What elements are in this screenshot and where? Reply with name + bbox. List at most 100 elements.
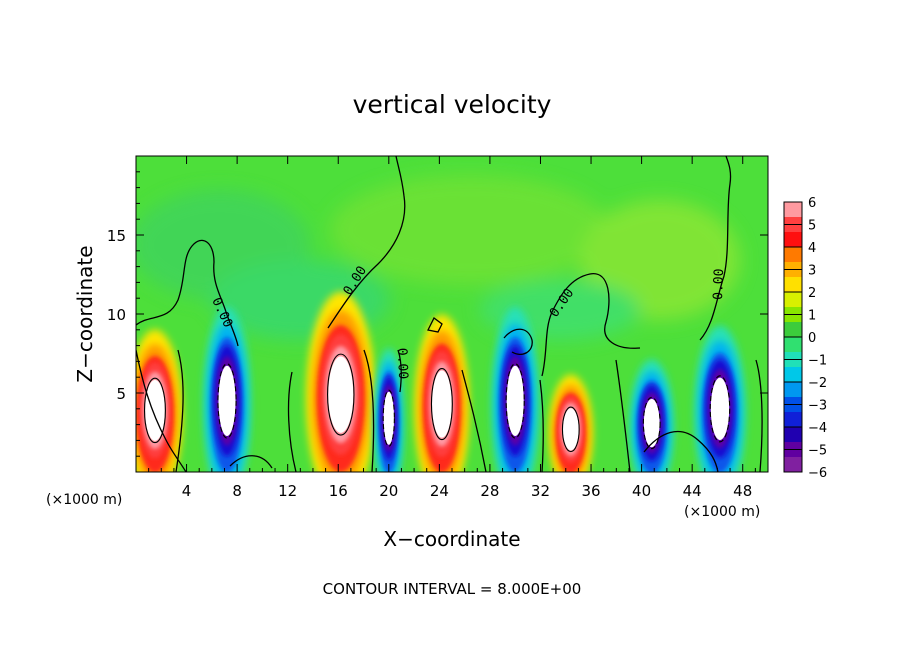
zero-contour-line (287, 371, 297, 472)
x-tick-label: 16 (329, 482, 348, 500)
zero-contours (136, 156, 763, 472)
colorbar: 6 5 4 3 2 1 0 −1 −2 −3 −4 −5 −6 (783, 196, 827, 481)
x-tick-label: 24 (430, 482, 449, 500)
cell-contour (642, 396, 661, 450)
colorbar-swatch (784, 412, 802, 428)
cell-contour (382, 389, 395, 447)
x-tick-label: 40 (632, 482, 651, 500)
cell-band (218, 365, 236, 437)
zero-contour-line (136, 239, 239, 347)
velocity-cells (136, 291, 746, 472)
colorbar-swatch (784, 457, 802, 473)
cell-band (562, 408, 579, 451)
colorbar-swatch (784, 247, 802, 263)
colorbar-swatch (784, 427, 802, 443)
x-tick-label: 44 (683, 482, 702, 500)
x-tick-label: 8 (232, 482, 242, 500)
y-tick-label: 10 (107, 306, 126, 324)
x-tick-label: 36 (581, 482, 600, 500)
contour-label: 0.00 (711, 268, 727, 300)
chart-title: vertical velocity (353, 90, 552, 119)
x-tick-label: 20 (379, 482, 398, 500)
zero-contour-line (136, 349, 187, 472)
y-tick-label: 5 (116, 385, 126, 403)
zero-contour-line (755, 359, 763, 472)
x-tick-label: 4 (182, 482, 192, 500)
cell-contour (217, 363, 237, 439)
cell-band (432, 370, 452, 438)
cell-contour (709, 375, 731, 443)
colorbar-swatch (784, 292, 802, 308)
downdraft-cell (203, 306, 251, 472)
cell-band (145, 379, 165, 441)
cell-contour (505, 363, 525, 439)
cell-contour (327, 353, 355, 436)
colorbar-swatch (784, 232, 802, 248)
colorbar-swatch (784, 367, 802, 383)
colorbar-tick-label: 5 (808, 219, 816, 234)
cell-contour (561, 406, 580, 453)
updraft-cell (136, 329, 183, 472)
zero-contour-line (175, 349, 184, 472)
cell-band (506, 365, 524, 437)
colorbar-tick-label: 1 (808, 309, 816, 324)
cell-contour (143, 377, 166, 444)
y-tick-label: 15 (107, 227, 126, 245)
cell-band (383, 391, 395, 445)
upper-field-shading (136, 175, 740, 340)
x-tick-label: 32 (531, 482, 550, 500)
zero-contour-line (699, 156, 732, 341)
colorbar-tick-label: 6 (808, 196, 816, 211)
inner-contours (143, 353, 731, 453)
colorbar-swatch (784, 382, 802, 398)
colorbar-tick-label: 4 (808, 241, 816, 256)
zero-contour-line (229, 455, 273, 469)
colorbar-tick-label: −4 (808, 421, 827, 436)
x-tick-label: 28 (480, 482, 499, 500)
colorbar-tick-label: −6 (808, 466, 827, 481)
zero-contour-line (503, 328, 533, 355)
plot-area: 0.00 0.00 0.00 0.00 0.00 (136, 156, 768, 472)
zero-contour-line (363, 349, 375, 472)
zero-contour-line (397, 349, 402, 393)
x-unit-left: (×1000 m) (46, 492, 122, 508)
cell-band (710, 377, 730, 441)
x-tick-label: 12 (278, 482, 297, 500)
zero-contour-line (615, 359, 631, 472)
contour-interval-note: CONTOUR INTERVAL = 8.000E+00 (323, 580, 582, 598)
x-unit-right: (×1000 m) (684, 504, 760, 520)
colorbar-tick-label: −1 (808, 354, 827, 369)
downdraft-cell (374, 348, 404, 472)
x-tick-label: 48 (733, 482, 752, 500)
x-axis-label: X−coordinate (383, 527, 520, 551)
colorbar-swatch (784, 337, 802, 353)
downdraft-cell (629, 359, 674, 472)
colorbar-swatch (784, 322, 802, 338)
zero-contour-line (461, 369, 487, 472)
zero-contour-line (643, 430, 719, 472)
downdraft-cell (491, 306, 540, 472)
colorbar-tick-label: 0 (808, 331, 816, 346)
cell-band (643, 398, 660, 448)
cell-band (328, 356, 354, 433)
updraft-cell (305, 291, 376, 472)
colorbar-tick-label: −5 (808, 444, 827, 459)
zero-contour-line (327, 156, 406, 329)
colorbar-swatch (784, 202, 802, 218)
y-axis-label: Z−coordinate (73, 245, 97, 382)
updraft-cell (548, 374, 593, 472)
colorbar-tick-label: −3 (808, 399, 827, 414)
contour-label: 0.00 (394, 348, 410, 380)
downdraft-cell (694, 325, 746, 472)
colorbar-tick-label: 2 (808, 286, 816, 301)
colorbar-tick-label: −2 (808, 376, 827, 391)
cell-contour (430, 368, 453, 441)
colorbar-tick-label: 3 (808, 264, 816, 279)
zero-contour-line (539, 379, 544, 472)
zero-contour-line (427, 317, 443, 333)
zero-contour-line (541, 273, 641, 377)
updraft-cell (414, 314, 470, 472)
colorbar-swatch (784, 277, 802, 293)
